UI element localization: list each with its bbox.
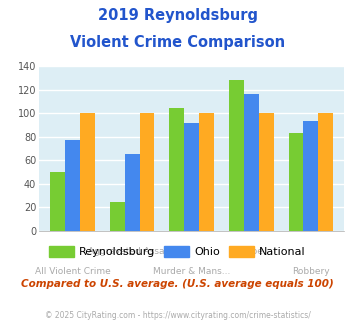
- Text: © 2025 CityRating.com - https://www.cityrating.com/crime-statistics/: © 2025 CityRating.com - https://www.city…: [45, 311, 310, 320]
- Bar: [50, 172, 65, 231]
- Text: Violent Crime Comparison: Violent Crime Comparison: [70, 35, 285, 50]
- Text: Aggravated Assault: Aggravated Assault: [88, 248, 176, 256]
- Bar: [318, 113, 333, 231]
- Bar: [199, 113, 214, 231]
- Bar: [184, 122, 199, 231]
- Text: All Violent Crime: All Violent Crime: [35, 267, 110, 276]
- Bar: [259, 113, 274, 231]
- Bar: [169, 109, 184, 231]
- Legend: Reynoldsburg, Ohio, National: Reynoldsburg, Ohio, National: [45, 242, 310, 261]
- Bar: [229, 80, 244, 231]
- Text: Rape: Rape: [240, 248, 263, 256]
- Bar: [65, 140, 80, 231]
- Bar: [125, 154, 140, 231]
- Text: Robbery: Robbery: [292, 267, 330, 276]
- Bar: [110, 202, 125, 231]
- Bar: [80, 113, 95, 231]
- Bar: [140, 113, 154, 231]
- Text: 2019 Reynoldsburg: 2019 Reynoldsburg: [98, 8, 257, 23]
- Bar: [289, 133, 304, 231]
- Text: Murder & Mans...: Murder & Mans...: [153, 267, 230, 276]
- Text: Compared to U.S. average. (U.S. average equals 100): Compared to U.S. average. (U.S. average …: [21, 279, 334, 289]
- Bar: [244, 94, 259, 231]
- Bar: [304, 121, 318, 231]
